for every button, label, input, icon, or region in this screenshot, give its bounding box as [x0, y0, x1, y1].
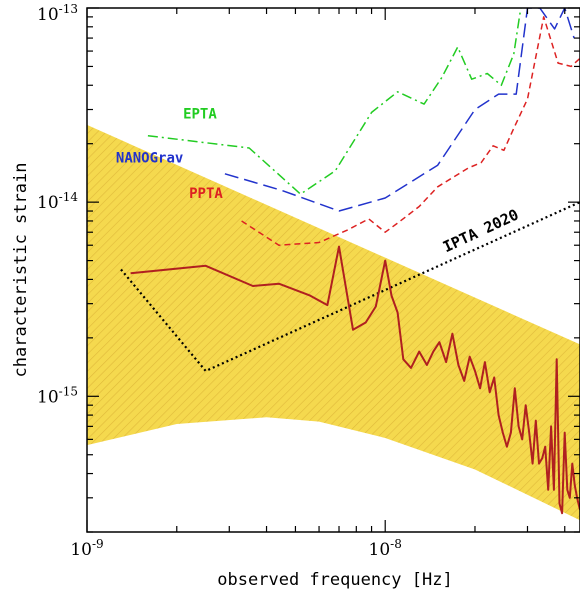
y-tick-label: 10-13 — [37, 2, 78, 25]
y-tick-label: 10-14 — [37, 190, 78, 213]
series-line-ppta — [241, 16, 580, 246]
x-tick-label: 10-9 — [70, 537, 103, 560]
x-axis-title: observed frequency [Hz] — [217, 570, 452, 590]
signal-band — [87, 124, 580, 521]
x-tick-label: 10-8 — [369, 537, 402, 560]
series-line-ipta-2020 — [120, 201, 580, 373]
y-axis-title: characteristic strain — [11, 163, 31, 378]
y-tick-label: 10-15 — [37, 384, 78, 407]
series-label-ppta: PPTA — [189, 186, 223, 202]
series-label-ipta-2020: IPTA 2020 — [440, 206, 521, 257]
series-line-epta — [147, 8, 522, 195]
series-label-epta: EPTA — [183, 106, 217, 122]
series-line-measured-spectrum — [130, 245, 580, 515]
series-label-nanograv: NANOGrav — [116, 151, 183, 167]
series-line-nanograv — [224, 8, 575, 212]
plot-frame — [86, 7, 580, 533]
